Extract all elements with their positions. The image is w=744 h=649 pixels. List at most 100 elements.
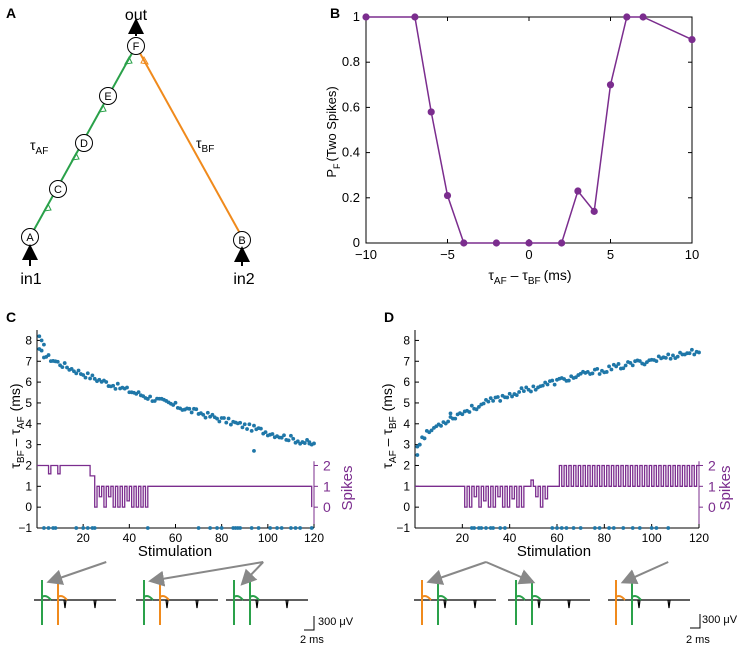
chart-d-point: [453, 416, 458, 421]
panel-b-label: B: [330, 5, 340, 21]
chart-b-ytick-label: 1: [353, 9, 360, 24]
chart-d-spike-tick-label: 1: [708, 478, 716, 494]
chart-c-undefined-point: [215, 526, 219, 530]
chart-c-point: [270, 432, 275, 436]
chart-c-point: [60, 365, 65, 370]
chart-c-point: [113, 386, 118, 391]
chart-b-xtick-label: 10: [685, 247, 699, 262]
chart-c-point: [145, 397, 150, 401]
chart-d-point: [507, 391, 512, 396]
chart-c-undefined-point: [81, 526, 86, 530]
chart-d-point: [422, 436, 427, 441]
trace-c-1-blip: [93, 599, 97, 609]
chart-c-point: [252, 423, 256, 428]
node-c: C: [49, 180, 67, 198]
trace-arrow-d-icon: [485, 561, 536, 585]
trace-arrow-c-icon: [240, 561, 264, 586]
synapse-bf-icon: [140, 55, 149, 65]
chart-c-point: [252, 448, 256, 453]
chart-c-point: [295, 439, 300, 444]
in1-label: in1: [20, 271, 41, 288]
chart-c-point: [286, 438, 291, 443]
chart-d-spikes-label: Spikes: [717, 465, 734, 510]
chart-d-undefined-point: [592, 526, 597, 530]
chart-d-undefined-point: [479, 526, 484, 530]
chart-b-point: [623, 13, 631, 21]
chart-d-point: [642, 362, 647, 367]
trace-c-2-blip: [165, 599, 169, 609]
chart-d-point: [531, 384, 536, 389]
chart-c-point: [224, 420, 229, 425]
chart-d-undefined-point: [555, 526, 559, 530]
chart-b-point: [460, 239, 468, 247]
chart-b: −10 −5 0 5 10 0 0.2 0.4 0.6 0.8 1: [342, 9, 699, 262]
chart-c-point: [111, 383, 116, 388]
chart-c-point: [201, 412, 206, 417]
chart-c-point: [39, 338, 44, 343]
chart-c-xtick-label: 40: [123, 531, 137, 545]
trace-c-2-spike-green: [143, 580, 154, 625]
chart-d-point: [654, 359, 659, 363]
chart-d-point: [574, 375, 578, 380]
chart-c-undefined-point: [196, 526, 201, 530]
chart-c-spikes-label: Spikes: [339, 465, 356, 510]
chart-c-ytick-label: 8: [25, 333, 32, 347]
chart-d-point: [524, 385, 529, 390]
chart-d-spike-tick-label: 0: [708, 499, 716, 515]
svg-text:A: A: [26, 232, 34, 244]
chart-c-xtick-label: 60: [169, 531, 183, 545]
chart-d-point: [477, 404, 481, 409]
chart-c-point: [238, 420, 243, 425]
chart-d-undefined-point: [630, 526, 635, 530]
chart-c-point: [247, 422, 252, 427]
chart-d-undefined-point: [491, 526, 495, 530]
chart-c-point: [74, 371, 79, 376]
chart-d-point: [628, 361, 633, 365]
traces-d: [414, 561, 690, 625]
chart-c-undefined-point: [256, 526, 261, 530]
chart-c-point: [83, 375, 88, 380]
chart-c-ytick-label: 5: [25, 396, 32, 410]
chart-d-ytick-label: −1: [396, 521, 410, 535]
tau-af-label: τAF: [30, 137, 48, 157]
chart-d-point: [521, 389, 526, 394]
node-d: D: [75, 134, 93, 152]
chart-d-point: [545, 382, 550, 387]
chart-d-undefined-point: [503, 526, 507, 530]
chart-c-point: [62, 361, 67, 365]
chart-d-ytick-label: 6: [403, 375, 410, 389]
chart-d-point: [597, 372, 602, 376]
scale-time-c: 2 ms: [300, 634, 324, 646]
scale-bar-c: 300 μV 2 ms: [300, 616, 354, 646]
trace-c-3-spike-green: [249, 580, 260, 625]
chart-c-point: [215, 416, 219, 421]
chart-c-point: [291, 436, 296, 441]
chart-d-undefined-point: [472, 526, 477, 530]
chart-c-undefined-point: [238, 526, 243, 530]
chart-b-series-line: [366, 16, 693, 244]
chart-c-point: [88, 376, 92, 381]
chart-c-point: [259, 426, 263, 431]
chart-c-ytick-label: −1: [18, 521, 32, 535]
chart-c-point: [226, 416, 231, 421]
chart-d-point: [540, 383, 545, 388]
panel-c-label: C: [6, 309, 16, 325]
chart-c-point: [205, 410, 210, 415]
chart-d-point: [460, 412, 465, 417]
chart-d-point: [595, 366, 600, 371]
chart-d-point: [467, 410, 472, 414]
chart-c-point: [282, 433, 286, 438]
trace-arrow-d-icon: [426, 561, 487, 585]
chart-c-point: [263, 430, 268, 435]
chart-c-point: [37, 334, 42, 339]
chart-c-point: [217, 419, 222, 424]
traces-c: [34, 561, 308, 625]
node-f: F: [127, 37, 145, 55]
chart-d-point: [474, 407, 479, 412]
chart-d-undefined-point: [597, 526, 602, 530]
chart-c-spike-line: [37, 464, 313, 508]
chart-c-point: [229, 422, 233, 427]
trace-d-3-blip: [637, 599, 641, 609]
chart-d-xtick-label: 20: [456, 531, 470, 545]
chart-d-undefined-point: [654, 526, 659, 530]
